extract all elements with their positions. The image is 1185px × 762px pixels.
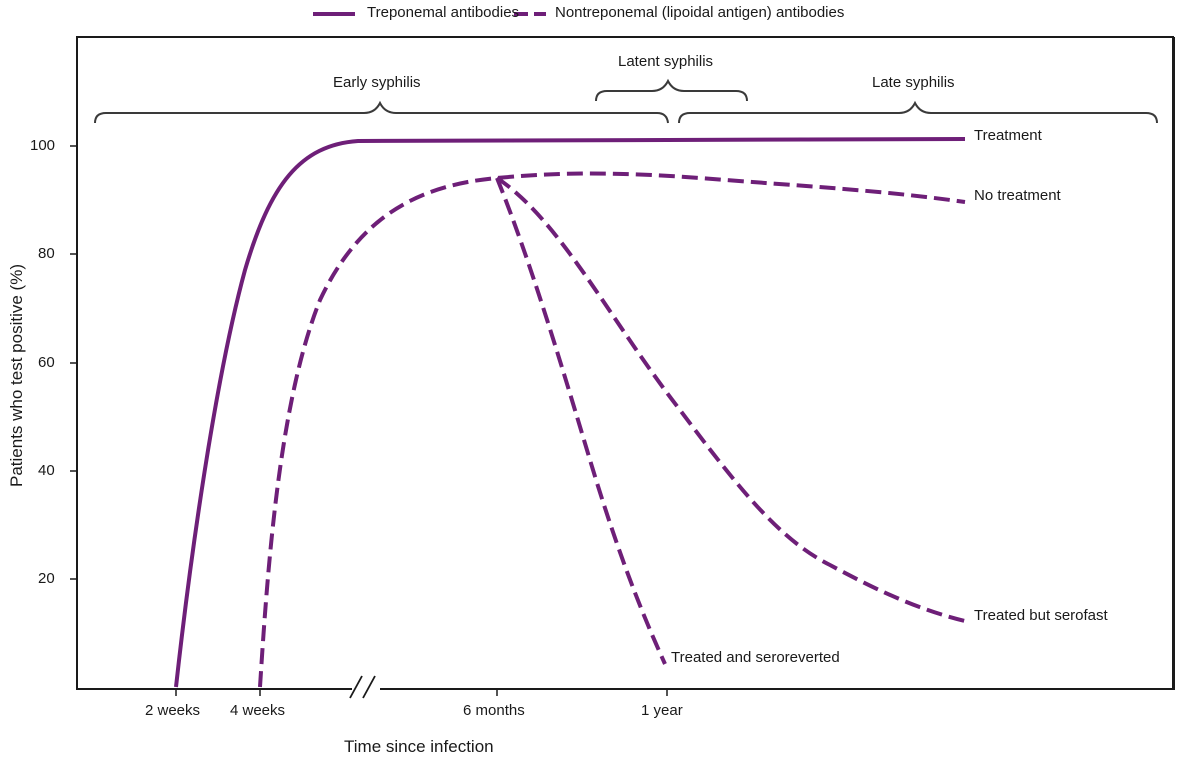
y-tick-40: 40 [38,462,55,479]
x-tick-4-weeks: 4 weeks [230,702,286,719]
y-axis-title: Patients who test positive (%) [7,264,26,487]
series-label-treatment: Treatment [974,127,1042,144]
y-tick-100: 100 [30,137,56,154]
x-tick-2-weeks: 2 weeks [145,702,201,719]
series-label-serofast: Treated but serofast [974,607,1108,624]
x-tick-1-year: 1 year [641,702,683,719]
series-treated-seroreverted [495,177,667,665]
y-ticks [70,145,77,580]
brace-latent [595,78,748,102]
phase-label-late: Late syphilis [872,74,955,91]
phase-braces [94,78,1158,124]
x-axis-title: Time since infection [344,737,494,756]
phase-label-latent: Latent syphilis [618,53,714,70]
phase-label-early: Early syphilis [333,74,421,91]
x-ticks [175,689,668,696]
y-tick-80: 80 [38,245,55,262]
series-label-seroreverted: Treated and seroreverted [671,649,840,666]
axis-break-icon [349,675,380,699]
legend-label-treponemal: Treponemal antibodies [367,4,520,21]
brace-late [678,100,1158,124]
brace-early [94,100,669,124]
series-no-treatment [258,171,966,688]
y-tick-60: 60 [38,354,55,371]
x-tick-6-months: 6 months [463,702,525,719]
series-treponemal-treatment [174,137,966,688]
series-treated-serofast [495,176,966,623]
legend-label-nontreponemal: Nontreponemal (lipoidal antigen) antibod… [555,4,845,21]
legend-swatches [313,12,546,16]
series-label-no-treatment: No treatment [974,187,1061,204]
y-tick-20: 20 [38,570,55,587]
